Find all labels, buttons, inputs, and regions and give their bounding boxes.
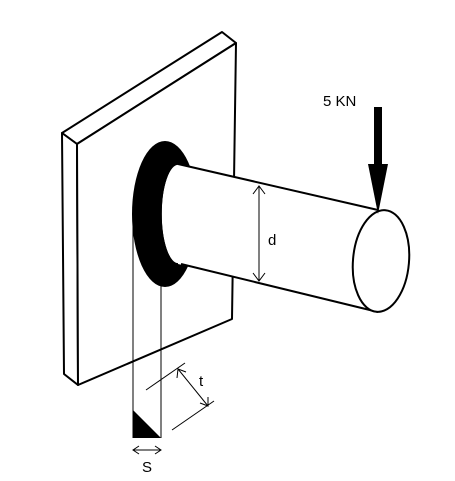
diameter-arrow-top <box>252 185 266 195</box>
throat-ext-upper <box>145 362 186 391</box>
shaft-top-outline <box>177 163 379 211</box>
leg-dimension <box>132 445 162 455</box>
shaft-end-face <box>351 209 411 313</box>
throat-dimension <box>145 362 215 431</box>
throat-arrow-upper <box>176 368 187 379</box>
throat-dim-line <box>177 368 209 407</box>
leg-arrow-left <box>132 445 140 455</box>
diameter-arrow-bottom <box>252 272 266 282</box>
diameter-label: d <box>268 232 276 249</box>
throat-arrow-lower <box>199 397 209 407</box>
leg-arrow-right <box>154 445 162 455</box>
shaft-root-edge <box>160 163 179 265</box>
load-arrow-shaft <box>374 107 382 165</box>
weld-extension-lines <box>132 210 162 438</box>
weld-section-symbol <box>133 410 161 438</box>
load-arrow-head <box>368 164 388 214</box>
weld-section-triangle <box>133 410 161 438</box>
load-arrow <box>368 107 388 214</box>
plate-side-face <box>61 132 79 386</box>
shaft-bottom-outline <box>180 263 379 313</box>
load-label: 5 KN <box>323 93 356 110</box>
diameter-dimension <box>252 185 266 282</box>
leg-label: S <box>142 459 152 476</box>
shaft <box>160 163 411 313</box>
throat-label: t <box>199 373 204 390</box>
